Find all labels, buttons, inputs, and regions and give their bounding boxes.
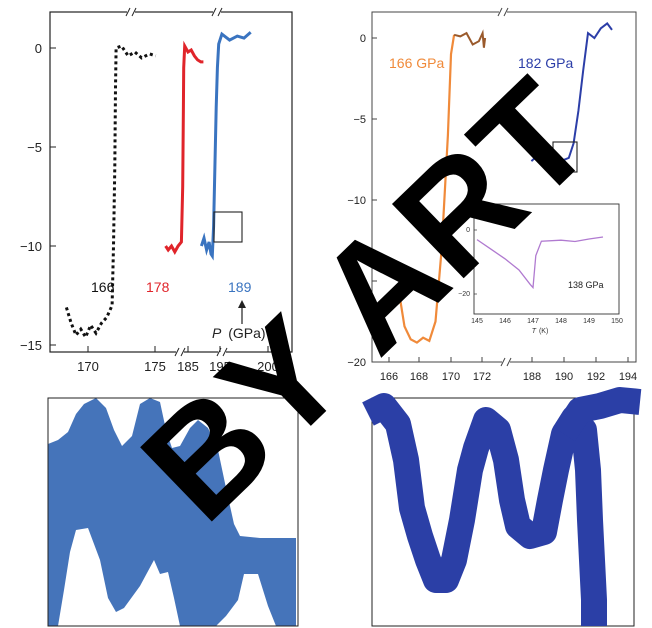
right-y-ticks [372,37,377,363]
inset-label: 138 GPa [568,280,604,290]
zoom-right-trace-branch [553,387,642,442]
left-y-ticks [50,47,56,346]
left-series-178 [164,40,204,255]
left-plot-frame [49,11,293,353]
inset-y-tick-label: −10 [458,259,470,266]
left-axis-break-top-2 [211,7,223,17]
right-axis-break-top [497,7,509,17]
right-series-182 [530,21,613,166]
right-x-tick-label: 190 [555,371,573,383]
right-x-tick-label: 188 [523,371,541,383]
right-y-tick-label: −20 [347,357,366,369]
inset-x-tick-label: 149 [583,318,595,325]
inset-frame [473,203,620,315]
right-y-tick-label: 0 [360,33,366,45]
right-series-label-166: 166 GPa [389,55,444,71]
right-x-tick-label: 166 [380,371,398,383]
right-x-tick-label: 168 [410,371,428,383]
right-series-166 [398,34,456,344]
zoom-right-panel [362,387,642,627]
right-zoom-box [552,141,578,173]
left-series-label-178: 178 [146,279,170,295]
right-y-tick-label: −15 [347,276,366,288]
inset-y-tick-label: −20 [458,291,470,298]
left-axis-break-bottom-1 [174,347,186,357]
left-x-ticks [87,346,269,352]
right-series-label-182: 182 GPa [518,55,573,71]
right-y-tick-label: −5 [353,114,366,126]
inset-series [476,236,604,290]
zoom-left-panel [47,397,299,627]
left-series-189 [199,31,252,261]
right-x-tick-label: 170 [442,371,460,383]
inset-x-axis-label: T (K) [532,328,549,335]
right-panel: 0 −5 −10 −15 −20 166 168 170 172 188 190… [347,7,637,383]
left-zoom-box [213,211,243,243]
left-series-label-189: 189 [228,279,252,295]
right-x-tick-label: 192 [587,371,605,383]
pressure-arrow [238,300,246,324]
inset-ticks [474,229,477,295]
left-series-166 [64,44,157,341]
left-x-tick-label: 175 [144,359,166,374]
inset-chart: 0 −10 −20 145 146 147 148 149 150 T (K) … [457,203,623,335]
inset-x-tick-label: 148 [555,318,567,325]
left-x-tick-label: 195 [209,359,231,374]
left-series-label-166: 166 [91,279,115,295]
inset-x-tick-label: 145 [471,318,483,325]
inset-y-axis-label: χ′ (nV) [457,247,464,269]
right-x-tick-label: 172 [473,371,491,383]
left-y-tick-label: −15 [20,338,42,353]
zoom-left-trace [48,398,296,626]
zoom-right-trace [362,393,607,626]
right-x-ticks [388,357,629,362]
left-axis-break-top-1 [125,7,137,17]
left-x-tick-label: 170 [77,359,99,374]
right-series-166-top [453,29,487,48]
inset-x-tick-label: 146 [499,318,511,325]
left-x-tick-label: 200 [257,359,279,374]
inset-x-tick-label: 147 [527,318,539,325]
right-x-tick-label: 194 [619,371,637,383]
inset-x-tick-label: 150 [611,318,623,325]
right-axis-break-bottom [500,357,512,367]
left-x-tick-label: 185 [177,359,199,374]
zoom-left-frame [47,397,299,627]
right-y-tick-label: −10 [347,195,366,207]
left-y-tick-label: −10 [20,239,42,254]
pressure-annotation: P (GPa) [212,325,266,341]
left-y-tick-label: 0 [35,41,42,56]
left-panel: 0 −5 −10 −15 170 175 185 195 200 166 178… [20,7,293,374]
inset-y-tick-label: 0 [466,227,470,234]
left-y-tick-label: −5 [27,140,42,155]
